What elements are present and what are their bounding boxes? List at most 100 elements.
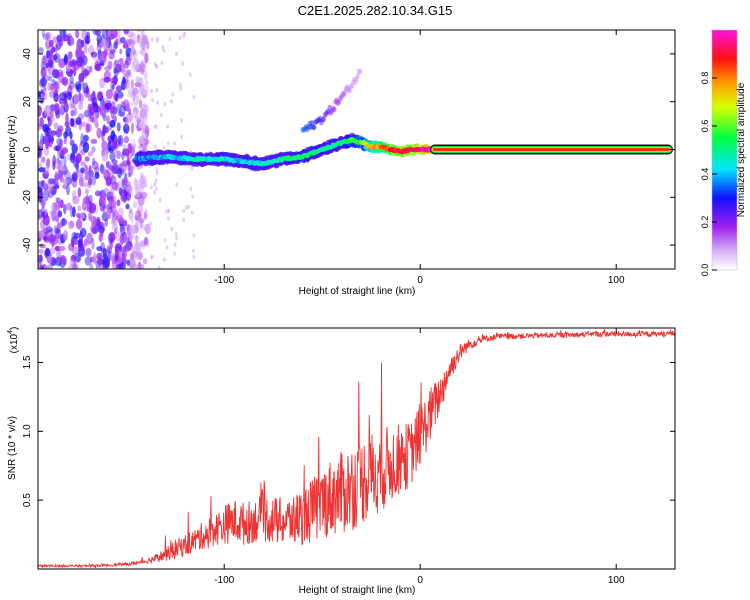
noise-blob — [41, 200, 46, 208]
noise-blob — [70, 109, 75, 117]
noise-blob — [161, 45, 165, 50]
noise-blob — [38, 180, 44, 193]
noise-blob — [77, 187, 82, 198]
noise-blob — [45, 226, 53, 233]
noise-blob — [155, 64, 159, 69]
noise-blob — [80, 121, 88, 127]
noise-blob — [39, 243, 46, 249]
noise-blob — [73, 93, 80, 105]
noise-blob — [154, 124, 158, 130]
colorbar-tick-label: 0.2 — [700, 216, 710, 229]
figure-title: C2E1.2025.282.10.34.G15 — [298, 3, 453, 18]
noise-blob — [115, 264, 122, 269]
noise-blob — [115, 85, 123, 93]
noise-blob — [93, 251, 97, 262]
noise-blob — [102, 257, 111, 268]
noise-blob — [109, 175, 117, 185]
noise-blob — [71, 177, 78, 188]
noise-blob — [52, 103, 60, 112]
noise-blob — [140, 192, 147, 199]
noise-blob — [138, 88, 142, 94]
colorbar-label: Normalized spectral amplitude — [736, 82, 747, 217]
spectrogram-xlabel: Height of straight line (km) — [299, 286, 416, 297]
noise-blob — [125, 203, 130, 210]
noise-blob — [137, 138, 145, 144]
noise-blob — [49, 110, 54, 119]
noise-blob — [119, 36, 126, 44]
noise-blob — [48, 134, 54, 144]
noise-blob — [63, 229, 69, 241]
noise-blob — [180, 134, 184, 140]
noise-blob — [189, 186, 193, 191]
noise-blob — [71, 246, 79, 256]
noise-blob — [106, 115, 110, 125]
noise-blob — [119, 224, 126, 236]
noise-blob — [142, 258, 148, 265]
noise-blob — [54, 69, 60, 79]
noise-blob — [56, 41, 61, 51]
noise-blob — [139, 62, 145, 70]
spectrogram-axes: -100 0 100 -40 -20 0 20 40 — [22, 30, 675, 286]
noise-blob — [125, 185, 133, 193]
noise-blob — [77, 243, 85, 252]
noise-blob — [55, 215, 60, 223]
noise-blob — [140, 171, 144, 180]
noise-blob — [55, 145, 61, 152]
noise-blob — [53, 122, 59, 130]
noise-blob — [46, 139, 50, 149]
noise-blob — [70, 118, 75, 127]
noise-blob — [142, 138, 150, 146]
noise-blob — [110, 184, 115, 197]
noise-blob — [59, 150, 65, 156]
noise-blob — [48, 178, 56, 185]
noise-blob — [96, 44, 101, 52]
noise-blob — [53, 181, 60, 188]
noise-blob — [190, 166, 194, 171]
noise-blob — [141, 133, 145, 138]
snr-ylabel: SNR (10 * v/v) — [7, 416, 18, 480]
noise-blob — [57, 210, 63, 218]
noise-blob — [61, 76, 69, 87]
noise-blob — [108, 164, 115, 172]
noise-blob — [137, 78, 141, 84]
noise-blob — [94, 63, 102, 72]
noise-blob — [82, 82, 89, 94]
noise-blob — [84, 164, 89, 177]
noise-blob — [51, 209, 58, 218]
noise-blob — [82, 69, 90, 77]
noise-blob — [79, 227, 87, 238]
noise-blob — [52, 54, 58, 61]
noise-blob — [120, 101, 126, 108]
noise-blob — [136, 37, 139, 43]
noise-blob — [63, 203, 67, 215]
noise-blob — [78, 92, 84, 104]
noise-blob — [69, 100, 74, 110]
noise-blob — [80, 167, 85, 174]
spectrogram-x-tick-label: 0 — [417, 275, 423, 286]
noise-blob — [57, 125, 64, 132]
noise-blob — [146, 243, 149, 248]
noise-blob — [173, 242, 177, 247]
noise-blob — [130, 79, 134, 90]
noise-blob — [83, 43, 88, 54]
noise-blob — [71, 173, 76, 182]
noise-blob — [68, 81, 75, 90]
noise-blob — [117, 207, 124, 218]
noise-blob — [119, 233, 125, 245]
noise-blob — [141, 84, 145, 89]
noise-blob — [107, 60, 113, 70]
noise-blob — [112, 77, 118, 86]
noise-blob — [173, 141, 177, 146]
noise-blob — [38, 105, 42, 117]
snr-frame — [37, 327, 676, 570]
noise-blob — [109, 152, 116, 161]
spectrogram-y-tick-label: 0 — [22, 146, 33, 152]
noise-blob — [100, 227, 104, 237]
noise-blob — [84, 35, 91, 45]
noise-blob — [73, 232, 81, 239]
noise-blob — [47, 115, 51, 121]
noise-blob — [137, 30, 140, 33]
noise-blob — [88, 211, 93, 220]
noise-blob — [167, 208, 171, 214]
noise-blob — [166, 124, 170, 129]
